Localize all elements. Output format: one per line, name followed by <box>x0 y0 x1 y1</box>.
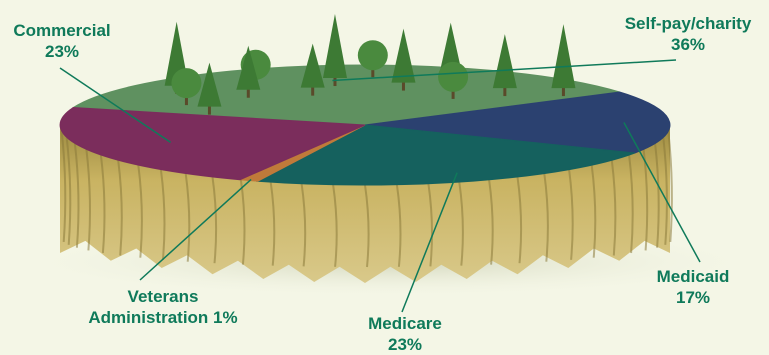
tree-trunk <box>311 85 315 96</box>
cliff-fold <box>395 184 402 267</box>
label-medicare-value: 23% <box>387 335 423 354</box>
leader-line-self-pay-charity <box>332 59 677 82</box>
tree-trunk <box>184 95 188 106</box>
tree-cone <box>197 62 222 107</box>
leader-line-medicaid <box>623 122 701 263</box>
cliff-fold <box>85 149 91 251</box>
leader-line-veterans-administration <box>139 178 252 281</box>
cliff-fold <box>300 183 307 267</box>
trees-decoration <box>164 14 576 115</box>
label-veterans-value: Administration 1% <box>88 308 238 327</box>
label-commercial-value: 23% <box>44 42 80 61</box>
cliff-fold <box>590 164 597 258</box>
tree-round <box>171 68 202 99</box>
pie-slices <box>59 64 671 186</box>
cliff-fold <box>364 184 370 268</box>
pie-slice-medicare <box>255 124 635 186</box>
cliff-fold <box>610 160 617 256</box>
cliff-fold <box>60 131 67 242</box>
pie-slice-medicaid <box>364 91 671 154</box>
label-veterans-name: Veterans <box>127 287 199 306</box>
cliff-fold <box>269 181 276 266</box>
tree-cone <box>391 28 416 83</box>
label-selfpay-value: 36% <box>670 35 706 54</box>
cliff-fold <box>516 176 523 264</box>
cliff-fold <box>568 169 574 260</box>
cliff-fold <box>159 169 166 260</box>
label-medicaid-name: Medicaid <box>656 267 730 286</box>
cliff-fold <box>628 154 634 254</box>
cliff-fold <box>137 164 143 258</box>
tree-cone <box>322 14 347 79</box>
label-medicaid: Medicaid 17% <box>638 266 748 308</box>
tree-trunk <box>207 104 211 115</box>
tree-cone <box>551 24 576 89</box>
leader-line-medicare <box>401 172 458 313</box>
tree-round <box>357 40 388 71</box>
cliff-fold <box>667 131 673 242</box>
cliff-fold <box>99 154 106 254</box>
cliff-fold <box>211 176 218 264</box>
label-veterans: Veterans Administration 1% <box>78 286 248 328</box>
tree-trunk <box>451 88 455 99</box>
cliff-fold <box>332 184 338 267</box>
tree-trunk <box>561 86 565 97</box>
tree-trunk <box>503 86 507 97</box>
cliff-fold <box>488 179 494 265</box>
tree-cone <box>492 34 517 89</box>
cliff-fold <box>65 137 72 245</box>
cliff-fold <box>458 181 464 266</box>
cliff-fold <box>427 183 433 267</box>
tree-trunk <box>246 87 250 98</box>
cliff-fold <box>662 137 668 245</box>
tree-trunk <box>371 67 375 78</box>
label-medicare-name: Medicare <box>368 314 442 333</box>
pie-slice-commercial <box>59 106 366 181</box>
cliff-fold <box>184 173 191 262</box>
tree-trunk <box>401 80 405 91</box>
label-commercial: Commercial 23% <box>6 20 118 62</box>
cliff-fold <box>543 173 549 262</box>
label-medicare: Medicare 23% <box>350 313 460 355</box>
tree-cone <box>236 45 261 90</box>
label-selfpay-name: Self-pay/charity <box>624 14 752 33</box>
tree-round <box>438 61 469 92</box>
label-commercial-name: Commercial <box>13 21 111 40</box>
cliff-fold <box>117 160 123 256</box>
tree-cone <box>300 43 325 88</box>
leader-line-commercial <box>59 67 172 144</box>
label-selfpay: Self-pay/charity 36% <box>612 13 764 55</box>
cliff-fold <box>73 143 80 248</box>
leader-lines <box>59 59 701 313</box>
cliff-fold <box>654 143 660 248</box>
label-medicaid-value: 17% <box>675 288 711 307</box>
